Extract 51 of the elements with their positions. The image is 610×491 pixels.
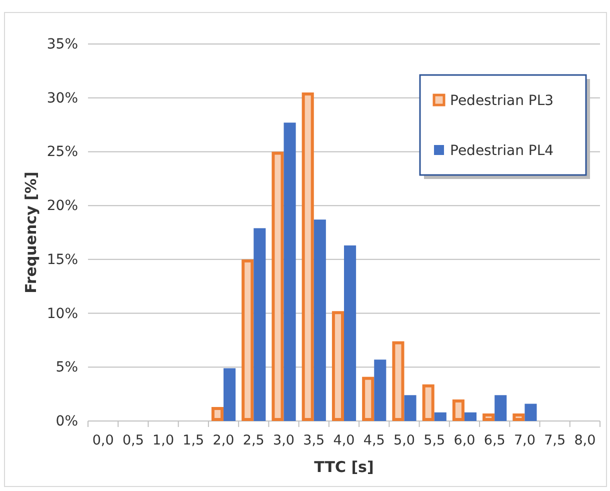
y-tick-label: 10% — [46, 306, 78, 322]
y-axis-title: Frequency [%] — [22, 172, 40, 294]
x-tick-label: 2,0 — [212, 432, 234, 449]
y-tick-label: 30% — [46, 90, 78, 106]
bar — [211, 406, 224, 421]
x-tick-label: 7,5 — [544, 432, 566, 449]
legend-label: Pedestrian PL3 — [450, 93, 554, 109]
bar — [464, 412, 477, 421]
bar — [524, 404, 537, 421]
bar — [392, 341, 404, 421]
bar — [374, 360, 386, 421]
x-tick-label: 3,5 — [303, 432, 325, 449]
x-tick-label: 1,0 — [152, 432, 174, 449]
bar — [314, 220, 326, 421]
x-tick-label: 6,5 — [484, 432, 506, 449]
bar — [422, 384, 434, 421]
x-tick-label: 4,5 — [363, 432, 385, 449]
y-tick-label: 0% — [56, 413, 78, 430]
y-tick-label: 25% — [46, 144, 78, 160]
bar — [302, 92, 314, 421]
x-tick-label: 5,0 — [393, 432, 415, 449]
bar — [332, 311, 344, 421]
legend-label: Pedestrian PL4 — [450, 143, 554, 159]
x-tick-label: 4,0 — [333, 432, 355, 449]
bar — [512, 413, 525, 421]
bar — [254, 228, 266, 421]
x-tick-label: 5,5 — [424, 432, 446, 449]
bar — [362, 376, 374, 421]
bar — [344, 245, 356, 421]
x-tick-label: 8,0 — [574, 432, 596, 449]
x-tick-label: 6,0 — [454, 432, 476, 449]
x-tick-label: 3,0 — [273, 432, 295, 449]
y-tick-label: 15% — [46, 252, 78, 268]
x-tick-label: 7,0 — [514, 432, 536, 449]
bar — [494, 395, 507, 421]
y-tick-label: 35% — [46, 36, 78, 52]
bar — [242, 259, 254, 421]
x-tick-label: 0,5 — [122, 432, 144, 449]
x-tick-label: 0,0 — [92, 432, 114, 449]
bar — [404, 395, 416, 421]
bar — [284, 122, 296, 421]
x-tick-label: 1,5 — [182, 432, 204, 449]
bar — [434, 412, 446, 421]
bar — [452, 399, 464, 421]
bar — [224, 368, 236, 421]
y-tick-label: 20% — [46, 198, 78, 214]
x-tick-label: 2,5 — [242, 432, 264, 449]
bar — [272, 152, 284, 421]
y-tick-label: 5% — [56, 360, 78, 376]
bar — [482, 413, 495, 421]
x-axis-title: TTC [s] — [314, 458, 374, 476]
